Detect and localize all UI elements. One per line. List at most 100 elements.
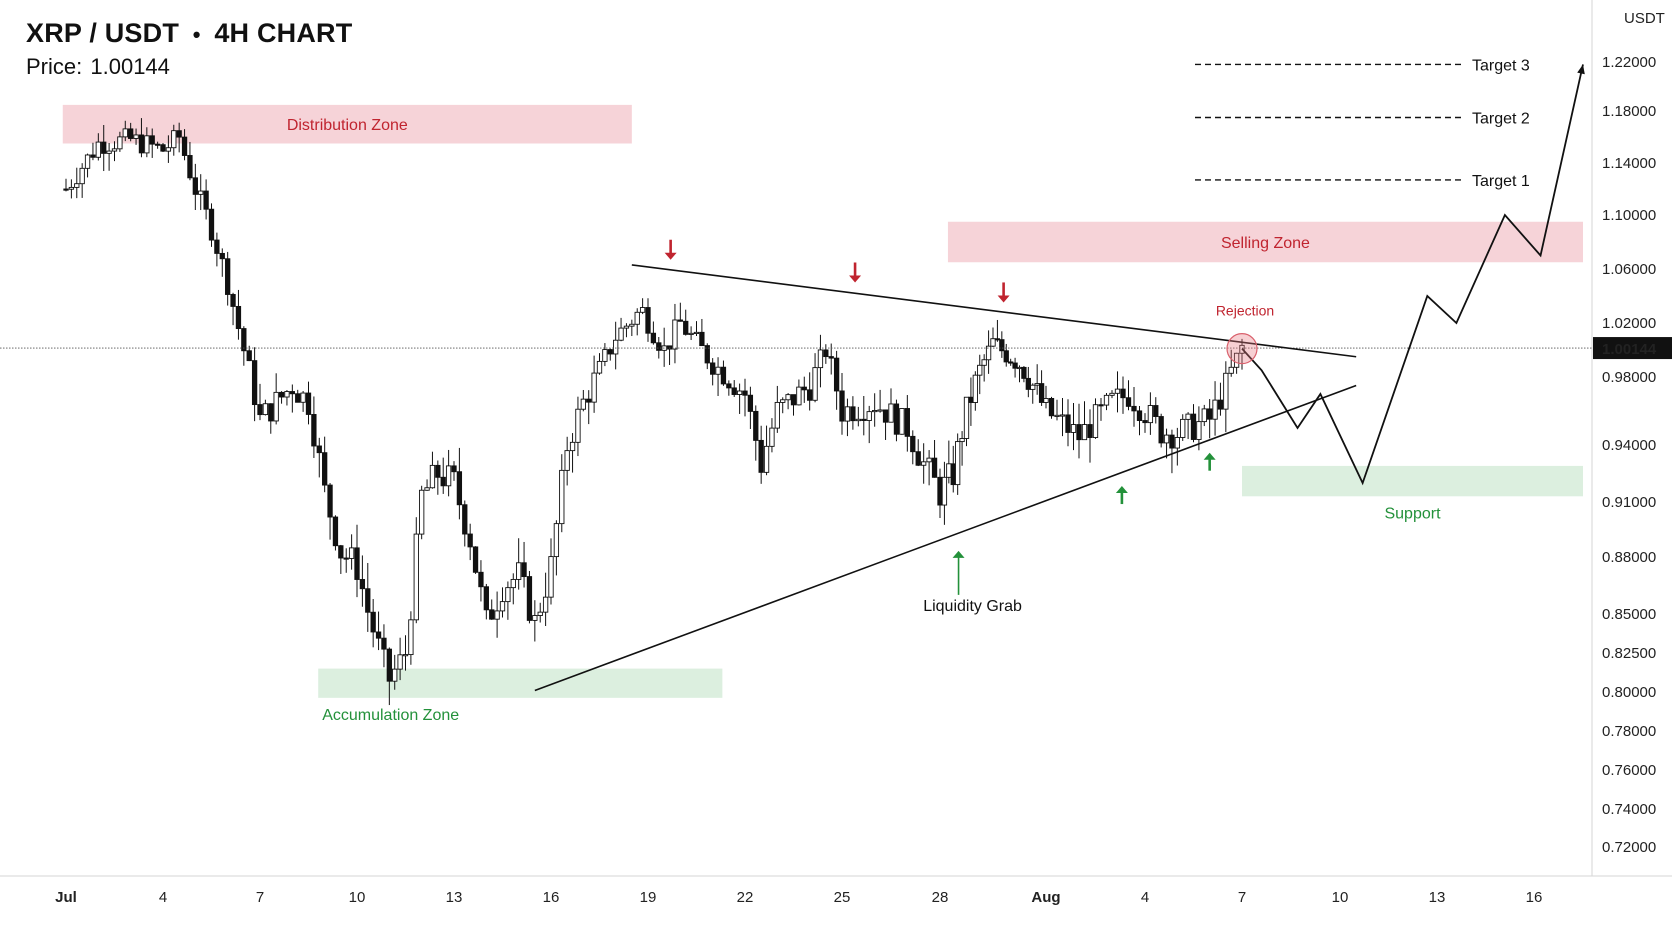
candle-body — [1098, 404, 1104, 407]
candle-body — [354, 547, 360, 580]
candle-body — [569, 441, 576, 452]
x-tick-label: 7 — [256, 889, 264, 906]
candle-body — [359, 579, 366, 590]
candle-body — [769, 427, 775, 447]
y-axis-unit: USDT — [1624, 10, 1665, 27]
y-tick-label: 0.72000 — [1602, 839, 1656, 856]
candle-body — [122, 128, 128, 138]
price-readout: Price: 1.00144 — [26, 54, 170, 80]
candle-body — [801, 386, 807, 391]
candle-body — [445, 465, 452, 487]
candle-body — [999, 339, 1005, 352]
red-down-arrow-head — [664, 252, 677, 260]
x-tick-label: 10 — [349, 889, 366, 906]
axes-layer: USDT 1.22000 1.18000 1.14000 1.10000 1.06000 1… — [0, 0, 1672, 906]
candle-body — [338, 545, 344, 559]
candle-body — [553, 523, 560, 558]
candle-body — [429, 464, 436, 489]
y-tick-label: 1.02000 — [1602, 315, 1656, 332]
candle-body — [941, 476, 948, 506]
x-tick-label: 4 — [1141, 889, 1149, 906]
candle-body — [95, 141, 101, 158]
candle-body — [171, 130, 177, 149]
candle-body — [370, 611, 376, 633]
candle-body — [1136, 410, 1143, 421]
candle-body — [656, 342, 662, 351]
candle-body — [1048, 398, 1055, 417]
candle-body — [128, 128, 134, 139]
candle-body — [1185, 413, 1191, 420]
projection-path — [1241, 64, 1584, 486]
y-tick-label: 0.85000 — [1602, 606, 1656, 623]
candle-body — [343, 557, 349, 560]
candle-body — [1030, 384, 1036, 390]
candle-body — [955, 441, 961, 486]
candle-body — [747, 394, 754, 412]
candle-body — [1025, 377, 1031, 390]
x-tick-label: 16 — [1526, 889, 1543, 906]
candle-body — [828, 356, 834, 359]
y-tick-label: 0.76000 — [1602, 762, 1656, 779]
candle-body — [677, 319, 683, 322]
candle-body — [375, 631, 382, 639]
candle-body — [386, 648, 392, 682]
candle-body — [726, 383, 732, 389]
candle-body — [602, 349, 608, 362]
annotations-layer: Target 3 Target 2 Target 1 Rejection Liquidi… — [664, 57, 1585, 615]
candle-body — [1038, 383, 1045, 403]
candle-body — [316, 445, 322, 454]
candle-body — [84, 154, 91, 169]
candle-body — [1147, 405, 1154, 424]
candle-body — [397, 654, 403, 670]
candle-body — [688, 332, 694, 335]
candle-body — [736, 390, 743, 395]
candle-body — [499, 601, 506, 612]
candle-body — [327, 484, 333, 518]
y-tick-label: 1.06000 — [1602, 261, 1656, 278]
candle-body — [683, 320, 689, 335]
candle-body — [1034, 383, 1040, 386]
green-up-arrow-head — [1203, 452, 1216, 460]
accumulation-zone-label: Accumulation Zone — [322, 707, 459, 724]
candle-body — [1201, 408, 1207, 423]
candle-body — [176, 130, 182, 138]
candle-body — [596, 360, 603, 374]
support-zone — [1242, 465, 1583, 497]
rejection-marker — [1226, 333, 1258, 365]
candle-body — [1076, 424, 1082, 441]
candle-body — [251, 360, 258, 406]
candle-body — [591, 372, 597, 403]
candle-body — [639, 307, 646, 313]
candle-body — [424, 487, 430, 491]
candle-body — [278, 391, 285, 398]
candle-body — [117, 136, 123, 150]
candle-body — [478, 571, 484, 588]
y-tick-label: 0.80000 — [1602, 684, 1656, 701]
candle-body — [872, 410, 878, 413]
candle-body — [985, 345, 992, 361]
candle-body — [295, 393, 301, 403]
candle-body — [963, 396, 970, 439]
candle-body — [780, 399, 786, 403]
y-tick-label: 1.10000 — [1602, 207, 1656, 224]
candle-body — [877, 409, 883, 412]
candle-body — [1114, 388, 1121, 394]
x-tick-label: 13 — [1429, 889, 1446, 906]
candle-body — [365, 588, 371, 613]
candle-body — [972, 374, 978, 403]
candle-body — [111, 148, 118, 152]
current-price-badge — [1593, 337, 1672, 360]
y-tick-label: 1.18000 — [1602, 103, 1656, 120]
candle-body — [510, 578, 516, 589]
rejection-label: Rejection — [1216, 303, 1274, 319]
candle-body — [273, 391, 279, 422]
candle-body — [1092, 404, 1099, 438]
candle-body — [230, 294, 236, 307]
candle-body — [968, 396, 974, 403]
target-label: Target 1 — [1472, 173, 1530, 190]
candle-body — [79, 167, 85, 185]
candle-body — [456, 471, 463, 506]
trendlines-layer — [0, 264, 1592, 692]
candle-body — [1125, 397, 1132, 407]
candle-body — [855, 418, 861, 422]
